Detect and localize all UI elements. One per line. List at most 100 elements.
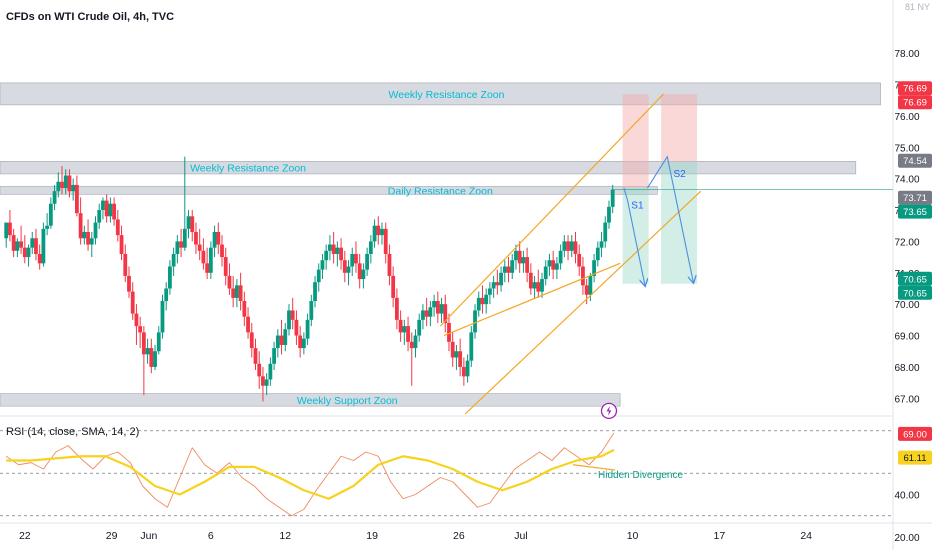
candle-body-150	[562, 241, 567, 251]
candle-body-160	[599, 241, 604, 248]
candle-body-133	[499, 272, 503, 286]
candle-body-13	[52, 191, 57, 204]
candle-body-34	[130, 291, 135, 314]
candle-body-126	[473, 310, 477, 333]
candle-body-2	[11, 235, 16, 251]
candle-body-159	[595, 247, 600, 261]
candle-body-136	[510, 260, 515, 273]
stop-box-S2	[661, 94, 698, 162]
rsi-series-0	[5, 432, 615, 517]
candle-body-84	[316, 269, 321, 283]
price-badge-bg-6	[898, 285, 932, 300]
rsi-tick-0: 40.00	[894, 491, 919, 502]
chart-title: CFDs on WTI Crude Oil, 4h, TVC	[6, 11, 174, 23]
candle-body-33	[127, 275, 131, 292]
candle-body-107	[402, 326, 407, 333]
candle-body-70	[264, 379, 269, 386]
stop-box-S1	[622, 94, 649, 188]
candle-body-32	[123, 253, 128, 276]
candle-body-97	[365, 253, 370, 270]
candle-body-124	[465, 360, 470, 377]
candle-body-135	[506, 266, 511, 273]
hidden-divergence-label: Hidden Divergence	[598, 470, 683, 481]
candle-body-81	[305, 319, 310, 339]
candle-body-28	[108, 203, 113, 217]
time-tick-10: 24	[800, 530, 812, 542]
candle-body-72	[272, 348, 277, 364]
candle-body-88	[331, 244, 336, 254]
time-tick-9: 17	[714, 530, 726, 542]
candle-body-156	[584, 285, 589, 295]
candle-body-8	[34, 238, 38, 254]
candle-body-139	[521, 257, 526, 264]
candle-body-62	[234, 285, 239, 298]
candle-body-46	[175, 241, 180, 254]
candle-body-119	[447, 322, 451, 342]
candle-body-18	[71, 184, 76, 192]
candle-body-153	[573, 241, 578, 254]
price-badge-2: 74.54	[903, 156, 927, 167]
candle-body-80	[301, 338, 306, 349]
label-s2: S2	[673, 169, 686, 180]
candle-body-10	[41, 228, 46, 264]
candle-body-30	[115, 219, 120, 236]
candle-body-79	[298, 335, 303, 349]
channel-mid-line	[443, 262, 621, 337]
candle-body-1	[8, 222, 12, 236]
candle-body-42	[160, 301, 165, 333]
price-tick-11: 67.00	[894, 394, 919, 405]
candle-body-59	[223, 257, 228, 276]
candle-body-63	[238, 285, 243, 302]
candle-body-39	[149, 348, 154, 367]
candle-body-151	[566, 241, 570, 251]
price-badge-bg-4	[898, 204, 932, 219]
time-tick-4: 12	[279, 530, 291, 542]
candle-body-132	[495, 282, 500, 286]
candle-body-100	[376, 225, 381, 236]
time-tick-8: 10	[627, 530, 639, 542]
price-tick-0: 78.00	[894, 49, 919, 60]
price-tick-8: 70.00	[894, 300, 919, 311]
candle-body-115	[432, 301, 436, 308]
candle-body-96	[361, 269, 366, 280]
candle-body-60	[227, 275, 232, 289]
candle-body-66	[249, 332, 254, 349]
price-tick-9: 69.00	[894, 332, 919, 343]
candle-body-108	[406, 326, 410, 342]
candle-body-47	[179, 241, 183, 248]
candle-body-122	[458, 351, 463, 367]
price-tick-6: 72.00	[894, 237, 919, 248]
candle-body-68	[257, 363, 262, 377]
candle-body-89	[335, 247, 340, 254]
candle-body-162	[607, 206, 611, 223]
zone-rect-1	[0, 161, 857, 175]
candle-body-138	[517, 250, 522, 264]
candle-body-5	[22, 247, 27, 258]
lightning-glyph	[606, 405, 612, 416]
price-badge-bg-5	[898, 271, 932, 286]
candle-body-64	[242, 301, 247, 317]
candle-body-65	[246, 316, 250, 333]
candle-body-129	[484, 294, 489, 305]
candle-body-4	[19, 241, 23, 248]
zone-rect-0	[0, 82, 881, 106]
candle-body-41	[156, 332, 161, 352]
candle-body-26	[101, 200, 105, 211]
price-badge-bg-3	[898, 190, 932, 205]
candle-body-140	[525, 257, 530, 273]
candle-body-36	[138, 326, 143, 333]
candle-body-102	[383, 228, 388, 254]
candle-body-20	[78, 213, 83, 239]
projection-path-S1	[623, 187, 645, 286]
zone-label-0: Weekly Resistance Zoon	[389, 89, 505, 101]
candle-body-99	[372, 225, 377, 242]
price-badge-5: 70.65	[903, 274, 927, 285]
candle-body-147	[551, 260, 556, 270]
candle-body-103	[387, 253, 392, 276]
candle-body-149	[558, 250, 563, 264]
candle-body-49	[186, 216, 191, 229]
time-tick-6: 26	[453, 530, 465, 542]
zone-label-1: Weekly Resistance Zoon	[190, 163, 306, 175]
